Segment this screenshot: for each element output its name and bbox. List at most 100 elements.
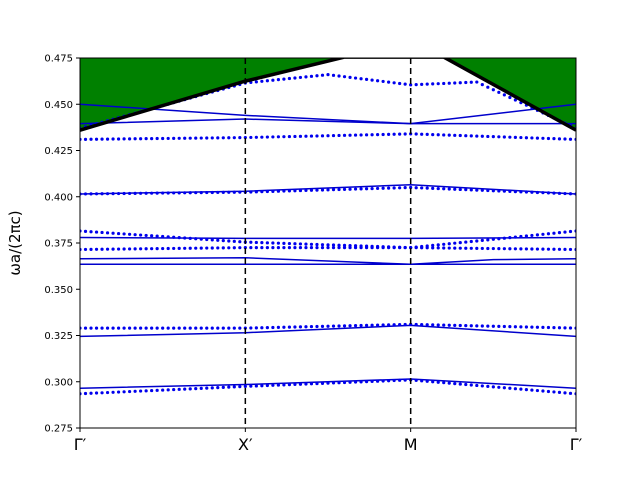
band-point bbox=[370, 323, 374, 327]
band-point bbox=[210, 246, 214, 250]
band-point bbox=[238, 240, 242, 244]
band-point bbox=[519, 325, 523, 329]
y-tick-label-0: 0.275 bbox=[44, 424, 73, 435]
band-point bbox=[199, 191, 203, 195]
band-point bbox=[100, 326, 104, 330]
band-point bbox=[172, 387, 176, 392]
band-point bbox=[216, 190, 220, 195]
band-line-3 bbox=[80, 257, 576, 266]
band-point bbox=[139, 389, 143, 393]
band-point bbox=[309, 382, 314, 386]
band-point bbox=[128, 191, 132, 196]
band-point bbox=[398, 378, 402, 382]
band-point bbox=[414, 378, 418, 382]
band-point bbox=[425, 186, 429, 190]
band-point bbox=[557, 326, 562, 330]
band-point bbox=[497, 237, 501, 241]
band-point bbox=[150, 388, 154, 393]
band-point bbox=[370, 379, 374, 384]
band-point bbox=[150, 247, 154, 251]
band-point bbox=[320, 73, 325, 77]
band-point bbox=[469, 188, 473, 192]
band-point bbox=[293, 134, 297, 139]
band-point bbox=[414, 132, 418, 136]
band-point bbox=[563, 247, 567, 251]
band-point bbox=[442, 242, 446, 246]
band-point bbox=[227, 190, 231, 194]
band-point bbox=[199, 326, 203, 330]
band-point bbox=[205, 386, 209, 390]
band-point bbox=[491, 88, 495, 92]
band-point bbox=[524, 190, 529, 194]
y-tick-label-8: 0.475 bbox=[44, 54, 73, 65]
band-point bbox=[513, 235, 517, 239]
band-point bbox=[265, 241, 269, 245]
y-tick-label-7: 0.450 bbox=[44, 100, 73, 111]
band-point bbox=[238, 190, 242, 194]
band-point bbox=[271, 246, 275, 250]
band-point bbox=[508, 95, 512, 100]
band-point bbox=[524, 247, 529, 251]
band-point bbox=[535, 136, 540, 140]
band-point bbox=[205, 326, 209, 330]
band-point bbox=[392, 81, 396, 85]
band-point bbox=[387, 245, 391, 249]
band-point bbox=[265, 383, 269, 388]
band-point bbox=[199, 136, 203, 140]
band-point bbox=[227, 136, 231, 140]
band-point bbox=[398, 186, 402, 190]
band-point bbox=[139, 191, 143, 195]
band-point bbox=[199, 246, 203, 250]
band-point bbox=[342, 187, 347, 191]
band-point bbox=[83, 326, 88, 330]
x-tick-label-0: Γ′ bbox=[74, 435, 87, 454]
band-point bbox=[425, 323, 429, 327]
band-point bbox=[249, 135, 253, 140]
band-point bbox=[249, 240, 253, 244]
band-point bbox=[502, 324, 506, 329]
band-point bbox=[205, 190, 209, 195]
band-point bbox=[315, 188, 319, 192]
band-point bbox=[105, 390, 110, 395]
band-point bbox=[320, 381, 325, 385]
band-point bbox=[227, 246, 231, 250]
band-point bbox=[497, 247, 501, 251]
band-point bbox=[436, 186, 440, 191]
band-point bbox=[370, 78, 374, 82]
band-point bbox=[144, 389, 148, 393]
band-point bbox=[116, 191, 121, 196]
band-point bbox=[508, 236, 512, 240]
band-point bbox=[431, 132, 435, 137]
band-point bbox=[155, 234, 159, 238]
band-point bbox=[524, 325, 529, 329]
band-point bbox=[293, 76, 297, 80]
band-point bbox=[194, 191, 198, 195]
band-point bbox=[177, 236, 181, 240]
band-point bbox=[431, 82, 435, 86]
band-point bbox=[210, 326, 214, 330]
band-point bbox=[502, 236, 506, 240]
band-point bbox=[342, 324, 347, 328]
band-point bbox=[249, 326, 253, 330]
band-point bbox=[420, 186, 424, 190]
band-point bbox=[199, 386, 203, 390]
band-point bbox=[298, 188, 303, 193]
band-point bbox=[475, 383, 479, 388]
band-point bbox=[260, 384, 264, 388]
band-point bbox=[331, 188, 336, 192]
band-point bbox=[502, 247, 506, 251]
band-point bbox=[155, 388, 159, 392]
band-point bbox=[315, 246, 319, 250]
band-point bbox=[563, 326, 567, 330]
band-point bbox=[89, 192, 93, 196]
band-point bbox=[337, 246, 341, 250]
band-point bbox=[497, 135, 501, 139]
band-point bbox=[331, 243, 336, 247]
band-point bbox=[232, 326, 236, 330]
band-point bbox=[326, 246, 330, 250]
band-point bbox=[128, 247, 132, 251]
band-point bbox=[276, 383, 280, 387]
band-point bbox=[111, 192, 115, 196]
band-point bbox=[166, 326, 170, 330]
